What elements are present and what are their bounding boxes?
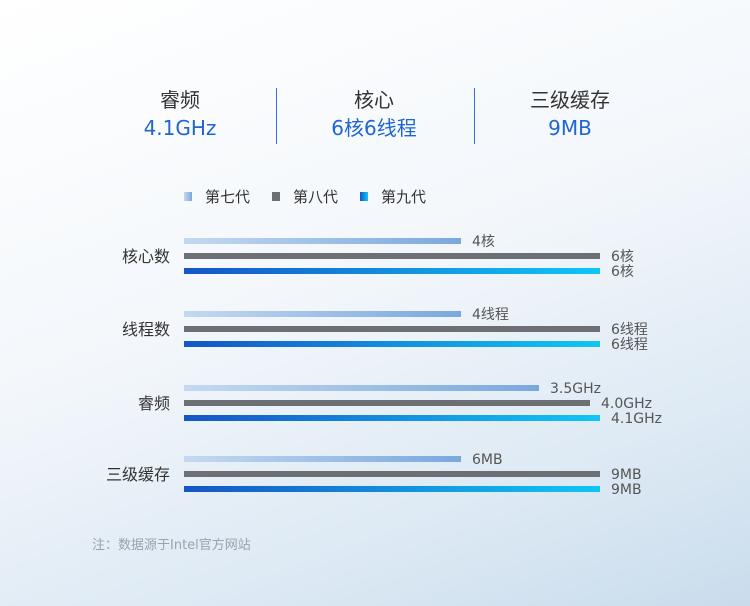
spec-cache: 三级缓存 9MB <box>470 86 670 142</box>
data-label: 4.1GHz <box>611 411 662 427</box>
bar-9th <box>184 486 600 492</box>
spec-label: 睿频 <box>160 88 200 112</box>
spec-turbo: 睿频 4.1GHz <box>80 86 280 142</box>
spec-value: 9MB <box>548 116 592 140</box>
data-label: 6线程 <box>611 322 648 338</box>
spec-value: 4.1GHz <box>143 116 217 140</box>
bar-7th <box>184 385 539 391</box>
data-label: 4核 <box>472 234 495 250</box>
legend-swatch <box>272 192 280 201</box>
spec-label: 三级缓存 <box>530 88 610 112</box>
bar-9th <box>184 415 600 421</box>
data-label: 6线程 <box>611 337 648 353</box>
data-label: 9MB <box>611 482 642 498</box>
category-label: 核心数 <box>122 247 170 266</box>
spec-value: 6核6线程 <box>331 116 417 140</box>
category-label: 线程数 <box>122 320 170 339</box>
spec-label: 核心 <box>354 88 394 112</box>
bar-9th <box>184 268 600 274</box>
legend-label: 第七代 <box>205 188 251 206</box>
bar-7th <box>184 311 461 317</box>
legend-swatch <box>184 192 192 201</box>
bar-8th <box>184 253 600 259</box>
data-label: 4.0GHz <box>601 396 652 412</box>
data-label: 4线程 <box>472 307 509 323</box>
divider <box>276 88 277 144</box>
bar-8th <box>184 471 600 477</box>
spec-cores: 核心 6核6线程 <box>274 86 474 142</box>
source-note: 注：数据源于Intel官方网站 <box>92 538 251 553</box>
data-label: 6核 <box>611 264 634 280</box>
bar-8th <box>184 326 600 332</box>
divider <box>474 88 475 144</box>
data-label: 6核 <box>611 249 634 265</box>
data-label: 3.5GHz <box>550 381 601 397</box>
spec-summary: 睿频 4.1GHz 核心 6核6线程 三级缓存 9MB <box>0 86 750 146</box>
bar-7th <box>184 238 461 244</box>
legend-swatch <box>360 192 368 201</box>
data-label: 9MB <box>611 467 642 483</box>
bar-9th <box>184 341 600 347</box>
legend-label: 第九代 <box>381 188 427 206</box>
category-label: 三级缓存 <box>106 465 170 484</box>
bar-7th <box>184 456 461 462</box>
category-label: 睿频 <box>138 394 170 413</box>
legend-label: 第八代 <box>293 188 339 206</box>
bar-8th <box>184 400 590 406</box>
data-label: 6MB <box>472 452 503 468</box>
